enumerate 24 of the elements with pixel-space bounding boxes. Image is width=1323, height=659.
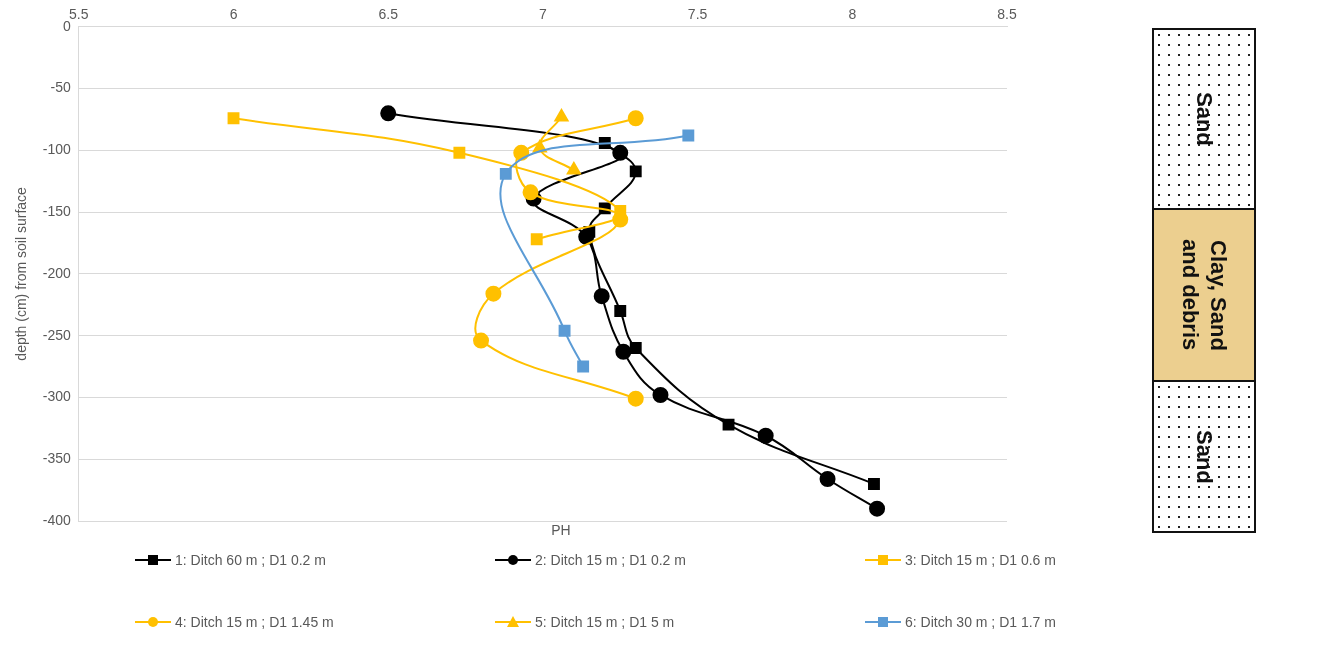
x-tick-label: 7.5: [687, 6, 708, 23]
legend-label: 5: Ditch 15 m ; D1 5 m: [535, 614, 675, 630]
soil-column: Sand Clay, Sand and debris Sand: [1152, 30, 1256, 535]
legend-label: 2: Ditch 15 m ; D1 0.2 m: [535, 552, 686, 568]
y-tick-label: -200: [42, 264, 72, 281]
y-tick-label: -150: [42, 202, 72, 219]
y-tick-label: -250: [42, 326, 72, 343]
y-tick-label: -350: [42, 450, 72, 467]
x-tick-label: 5.5: [69, 6, 89, 23]
legend-label: 4: Ditch 15 m ; D1 1.45 m: [175, 614, 334, 630]
legend-label: 1: Ditch 60 m ; D1 0.2 m: [175, 552, 326, 568]
y-tick-label: -400: [42, 511, 72, 528]
legend-label: 6: Ditch 30 m ; D1 1.7 m: [905, 614, 1056, 630]
x-tick-label: 6: [229, 6, 238, 23]
x-tick-label: 6.5: [378, 6, 399, 23]
y-tick-label: -50: [50, 79, 72, 96]
x-axis-title: PH: [550, 522, 572, 538]
x-tick-label: 8: [848, 6, 857, 23]
y-tick-label: -100: [42, 141, 72, 158]
y-axis-title: depth (cm) from soil surface: [13, 186, 30, 361]
y-tick-label: -300: [42, 388, 72, 405]
x-tick-label: 7: [539, 6, 548, 23]
legend-label: 3: Ditch 15 m ; D1 0.6 m: [905, 552, 1056, 568]
x-tick-label: 8.5: [997, 6, 1017, 23]
